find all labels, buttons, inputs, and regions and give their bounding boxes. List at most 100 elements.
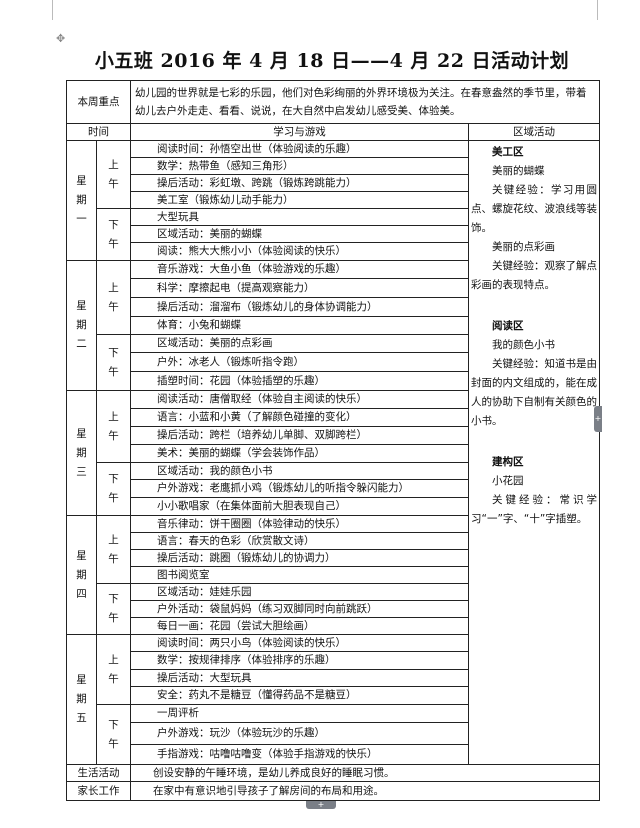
activity-cell: 音乐游戏：大鱼小鱼（体验游戏的乐趣）: [130, 260, 469, 279]
afternoon-label: 下午: [96, 334, 131, 391]
half-day-name: 下午: [108, 718, 119, 750]
activity-cell: 户外游戏：老鹰抓小鸡（锻炼幼儿的听指令躲闪能力）: [130, 479, 469, 498]
activity-cell: 户外活动：袋鼠妈妈（练习双脚同时向前跳跃）: [130, 600, 469, 618]
parent-label: 家长工作: [66, 781, 131, 801]
activity-cell: 阅读时间：孙悟空出世（体验阅读的乐趣）: [130, 140, 469, 158]
activity-cell: 音乐律动：饼干圈圈（体验律动的快乐）: [130, 515, 469, 533]
day-label: 星期四: [66, 515, 97, 635]
page-margin-mark: [597, 0, 598, 20]
half-day-name: 上午: [108, 533, 119, 565]
day-name: 星期五: [76, 674, 87, 724]
activity-cell: 每日一画：花园（尝试大胆绘画）: [130, 617, 469, 635]
afternoon-label: 下午: [96, 704, 131, 765]
activity-cell: 语言：春天的色彩（欣赏散文诗）: [130, 532, 469, 550]
table-row: 下午 大型玩具: [67, 208, 600, 261]
activity-cell: 阅读：熊大大熊小小（体验阅读的快乐）: [130, 242, 469, 261]
activity-cell: 插塑时间：花园（体验插塑的乐趣）: [130, 371, 469, 391]
activity-cell: 区域活动：娃娃乐园: [130, 583, 469, 601]
activity-cell: 操后活动：溜溜布（锻炼幼儿的身体协调能力）: [130, 297, 469, 317]
morning-label: 上午: [96, 390, 131, 463]
region-item-experience: 关键经验：学习用圆点、螺旋花纹、波浪线等装饰。: [471, 184, 597, 234]
table-row: 星期三 上午 阅读活动：唐僧取经（体验自主阅读的快乐）: [66, 390, 600, 516]
morning-label: 上午: [96, 140, 131, 209]
day-label: 星期三: [66, 390, 97, 516]
half-day-name: 上午: [108, 653, 119, 685]
table-row: 下午 一周评析: [67, 704, 600, 765]
region-item-experience: 关键经验：常识学习“一”字、“十”字插塑。: [471, 494, 597, 525]
region-area-title: 阅读区: [492, 320, 524, 332]
activity-cell: 操后活动：跨栏（培养幼儿单脚、双脚跨栏）: [130, 426, 469, 445]
focus-text: 幼儿园的世界就是七彩的乐园，他们对色彩绚丽的外界环境极为关注。在春意盎然的季节里…: [130, 80, 600, 124]
activity-cell: 语言：小蓝和小黄（了解颜色碰撞的变化）: [130, 408, 469, 427]
activity-cell: 阅读时间：两只小鸟（体验阅读的快乐）: [130, 634, 469, 652]
table-row: 户外游戏：玩沙（体验玩沙的乐趣）: [67, 722, 600, 745]
activity-cell: 体育：小兔和蝴蝶: [130, 316, 469, 335]
morning-label: 上午: [96, 515, 131, 584]
activity-cell: 大型玩具: [130, 208, 469, 226]
day-label: 星期一: [66, 140, 97, 261]
table-row: 阅读：熊大大熊小小（体验阅读的快乐）: [67, 242, 600, 261]
afternoon-label: 下午: [96, 208, 131, 261]
focus-row: 本周重点 幼儿园的世界就是七彩的乐园，他们对色彩绚丽的外界环境极为关注。在春意盎…: [66, 80, 600, 124]
table-row: 户外游戏：老鹰抓小鸡（锻炼幼儿的听指令躲闪能力）: [67, 479, 600, 498]
activity-cell: 数学：按规律排序（体验排序的乐趣）: [130, 651, 469, 670]
activity-cell: 小小歌唱家（在集体面前大胆表现自己）: [130, 497, 469, 516]
activity-cell: 阅读活动：唐僧取经（体验自主阅读的快乐）: [130, 390, 469, 409]
region-item-title: 美丽的蝴蝶: [492, 165, 545, 177]
half-day-name: 下午: [108, 218, 119, 250]
activity-cell: 美工室（锻炼幼儿动手能力）: [130, 191, 469, 209]
activity-cell: 数学：热带鱼（感知三角形）: [130, 157, 469, 175]
parent-text: 在家中有意识地引导孩子了解房间的布局和用途。: [130, 781, 600, 801]
header-time: 时间: [66, 123, 131, 141]
region-item-experience: 关键经验：观察了解点彩画的表现特点。: [471, 260, 597, 291]
activity-cell: 区域活动：我的颜色小书: [130, 462, 469, 480]
table-row: 数学：按规律排序（体验排序的乐趣）: [67, 651, 600, 670]
activity-cell: 区域活动：美丽的蝴蝶: [130, 225, 469, 243]
move-icon[interactable]: ✥: [56, 32, 66, 45]
table-row: 星期一 上午 阅读时间：孙悟空出世（体验阅读的乐趣） 美工区 美丽的蝴蝶 关键经验：学习用…: [66, 140, 600, 765]
spacer: [471, 431, 597, 453]
morning-label: 上午: [96, 634, 131, 705]
table-row: 语言：小蓝和小黄（了解颜色碰撞的变化）: [67, 408, 600, 427]
half-day-name: 上午: [108, 281, 119, 313]
half-day-name: 上午: [108, 158, 119, 190]
afternoon-label: 下午: [96, 583, 131, 635]
region-item-title: 我的颜色小书: [492, 339, 555, 351]
page-title: 小五班 2016 年 4 月 18 日——4 月 22 日活动计划: [94, 50, 570, 72]
region-item-experience: 关键经验：知道书是由封面的内文组成的，能在成人的协助下自制有关颜色的小书。: [471, 358, 597, 427]
activity-plan-table: 本周重点 幼儿园的世界就是七彩的乐园，他们对色彩绚丽的外界环境极为关注。在春意盎…: [66, 80, 600, 801]
activity-cell: 户外游戏：玩沙（体验玩沙的乐趣）: [130, 722, 469, 745]
activity-cell: 图书阅览室: [130, 566, 469, 584]
spacer: [471, 295, 597, 317]
morning-label: 上午: [96, 260, 131, 335]
region-item-title: 美丽的点彩画: [492, 241, 555, 253]
add-row-plus-icon[interactable]: +: [306, 801, 336, 809]
table-row: 下午 区域活动：美丽的点彩画: [67, 334, 600, 391]
day-name: 星期二: [76, 300, 87, 350]
day-name: 星期一: [76, 175, 87, 225]
region-area-title: 美工区: [492, 146, 524, 158]
activity-cell: 手指游戏：咕噜咕噜变（体验手指游戏的快乐）: [130, 744, 469, 765]
table-row: 小小歌唱家（在集体面前大胆表现自己）: [67, 497, 600, 516]
day-name: 星期四: [76, 549, 87, 600]
add-column-plus-icon[interactable]: +: [594, 406, 602, 432]
half-day-name: 上午: [108, 410, 119, 442]
activity-cell: 区域活动：美丽的点彩画: [130, 334, 469, 353]
day-label: 星期二: [66, 260, 97, 391]
activity-cell: 安全：药丸不是糖豆（懂得药品不是糖豆）: [130, 686, 469, 705]
region-area-title: 建构区: [492, 456, 524, 468]
day-name: 星期三: [76, 427, 87, 478]
focus-label: 本周重点: [66, 80, 131, 124]
region-activities-cell: 美工区美丽的蝴蝶关键经验：学习用圆点、螺旋花纹、波浪线等装饰。美丽的点彩画关键经…: [468, 140, 600, 765]
header-learning: 学习与游戏: [130, 123, 469, 141]
day-label: 星期五: [66, 634, 97, 765]
activity-cell: 户外：冰老人（锻炼听指令跑）: [130, 352, 469, 372]
table-row: 手指游戏：咕噜咕噜变（体验手指游戏的快乐）: [67, 744, 600, 765]
table-row: 星期四 上午 音乐律动：饼干圈圈（体验律动的快乐）: [66, 515, 600, 635]
region-item-title: 小花园: [492, 475, 524, 487]
table-row: 科学：摩擦起电（提高观察能力）: [67, 278, 600, 298]
activity-cell: 操后活动：大型玩具: [130, 669, 469, 687]
life-text: 创设安静的午睡环境，是幼儿养成良好的睡眠习惯。: [130, 764, 600, 782]
activity-cell: 科学：摩擦起电（提高观察能力）: [130, 278, 469, 298]
life-row: 生活活动 创设安静的午睡环境，是幼儿养成良好的睡眠习惯。: [66, 764, 600, 782]
